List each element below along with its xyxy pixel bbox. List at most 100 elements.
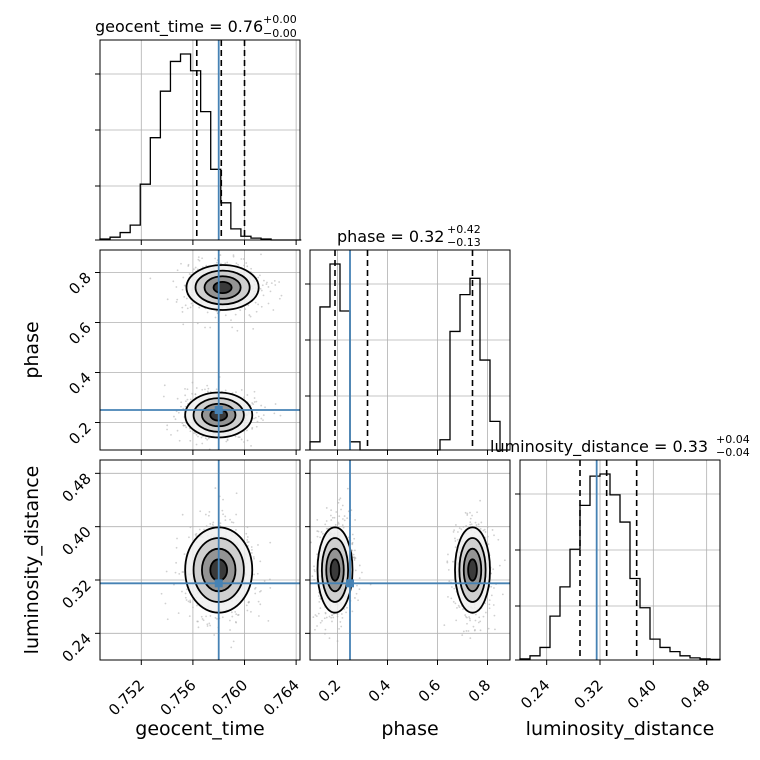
sample-point	[246, 394, 249, 396]
sample-point	[201, 388, 204, 391]
sample-point	[478, 616, 481, 619]
sample-point	[317, 612, 320, 615]
sample-point	[331, 614, 333, 617]
title-luminosity-distance-minus: −0.04	[716, 446, 750, 459]
sample-point	[314, 614, 317, 616]
sample-point	[176, 397, 179, 400]
sample-point	[341, 524, 344, 527]
sample-point	[189, 601, 192, 603]
sample-point	[325, 520, 328, 522]
sample-point	[189, 430, 192, 433]
sample-point	[325, 507, 328, 509]
title-phase-minus: −0.13	[447, 236, 481, 249]
sample-point	[355, 592, 358, 595]
sample-point	[457, 531, 459, 533]
sample-point	[340, 613, 343, 615]
sample-point	[321, 532, 324, 535]
sample-point	[358, 564, 361, 567]
panels: 0.24 0.32 0.40 0.480.20.40.60.80.752 0.756 0.…	[58, 39, 721, 719]
sample-point	[260, 253, 262, 256]
x-tick-label: 0.48	[677, 676, 713, 712]
sample-point	[354, 569, 357, 572]
sample-point	[343, 519, 346, 522]
sample-point	[176, 537, 178, 540]
sample-point	[201, 618, 204, 620]
sample-point	[336, 613, 339, 616]
sample-point	[466, 616, 468, 619]
sample-point	[166, 298, 169, 301]
sample-point	[198, 306, 201, 309]
sample-point	[257, 544, 259, 546]
sample-point	[195, 433, 198, 436]
sample-point	[235, 513, 238, 516]
sample-point	[254, 586, 257, 589]
sample-point	[246, 429, 248, 432]
sample-point	[469, 523, 472, 526]
xlabel-geocent-time: geocent_time	[135, 718, 264, 740]
sample-point	[246, 439, 249, 442]
sample-point	[259, 274, 261, 277]
sample-point	[196, 322, 199, 325]
sample-point	[197, 626, 200, 629]
sample-point	[453, 587, 456, 590]
sample-point	[263, 580, 266, 582]
sample-point	[488, 607, 491, 610]
sample-point	[176, 298, 179, 301]
sample-point	[185, 297, 188, 300]
sample-point	[262, 414, 265, 417]
sample-point	[479, 528, 482, 530]
sample-point	[186, 398, 189, 401]
sample-point	[471, 514, 473, 517]
sample-point	[180, 262, 182, 265]
sample-point	[253, 417, 255, 420]
sample-point	[320, 531, 323, 533]
sample-point	[222, 498, 224, 501]
sample-point	[323, 617, 326, 620]
sample-point	[206, 625, 209, 627]
sample-point	[202, 619, 205, 622]
sample-point	[238, 436, 241, 439]
x-tick-label: 0.760	[208, 676, 251, 719]
sample-point	[243, 441, 245, 443]
sample-point	[189, 599, 192, 602]
sample-point	[194, 393, 197, 396]
sample-point	[330, 509, 333, 512]
sample-point	[493, 587, 495, 589]
sample-point	[454, 602, 457, 605]
hist-panel-luminosity-distance: 0.24 0.32 0.40 0.48	[515, 459, 721, 712]
sample-point	[353, 556, 356, 559]
sample-point	[173, 415, 175, 418]
sample-point	[206, 390, 209, 393]
sample-point	[206, 623, 209, 626]
sample-point	[464, 614, 467, 616]
sample-point	[224, 389, 227, 392]
sample-point	[334, 523, 337, 526]
sample-point	[177, 612, 180, 615]
sample-point	[211, 523, 214, 526]
sample-point	[278, 297, 281, 300]
sample-point	[253, 397, 256, 399]
sample-point	[170, 433, 172, 436]
sample-point	[447, 568, 450, 571]
sample-point	[319, 536, 321, 539]
sample-point	[240, 389, 243, 391]
sample-point	[191, 381, 194, 384]
sample-point	[338, 515, 341, 518]
sample-point	[244, 308, 247, 311]
sample-point	[251, 428, 254, 430]
sample-point	[184, 394, 187, 397]
sample-point	[246, 526, 249, 529]
sample-point	[207, 514, 210, 517]
sample-point	[274, 403, 277, 405]
sample-point	[189, 398, 192, 401]
sample-point	[205, 452, 207, 454]
sample-point	[341, 616, 344, 619]
sample-point	[248, 314, 251, 316]
sample-point	[358, 588, 361, 591]
sample-point	[498, 564, 501, 567]
sample-point	[235, 621, 237, 624]
sample-point	[225, 440, 228, 443]
sample-point	[186, 307, 189, 310]
sample-point	[353, 559, 356, 561]
sample-point	[186, 588, 188, 591]
